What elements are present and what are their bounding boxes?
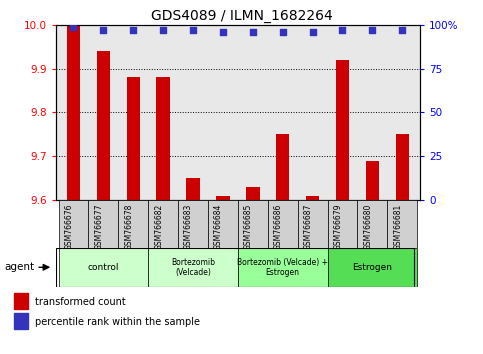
Point xyxy=(129,27,137,33)
Text: percentile rank within the sample: percentile rank within the sample xyxy=(35,317,200,327)
Point xyxy=(398,27,406,33)
Text: GSM766686: GSM766686 xyxy=(274,204,283,250)
Bar xyxy=(127,77,140,200)
Bar xyxy=(118,200,148,248)
Point xyxy=(249,29,256,35)
Text: GSM766676: GSM766676 xyxy=(64,204,73,250)
Text: GSM766677: GSM766677 xyxy=(94,204,103,250)
Point xyxy=(219,29,227,35)
Bar xyxy=(14,293,28,309)
Bar xyxy=(88,200,118,248)
Bar xyxy=(156,77,170,200)
Point xyxy=(369,27,376,33)
Bar xyxy=(14,313,28,329)
Bar xyxy=(148,200,178,248)
Bar xyxy=(276,134,289,200)
Bar xyxy=(58,200,88,248)
Bar xyxy=(298,200,327,248)
Text: Bortezomib (Velcade) +
Estrogen: Bortezomib (Velcade) + Estrogen xyxy=(237,258,328,277)
Text: GSM766682: GSM766682 xyxy=(154,204,163,250)
Bar xyxy=(67,25,80,200)
Point xyxy=(189,27,197,33)
Point xyxy=(99,27,107,33)
Bar xyxy=(208,200,238,248)
Bar xyxy=(238,200,268,248)
Bar xyxy=(327,248,417,287)
Point xyxy=(159,27,167,33)
Point xyxy=(70,24,77,29)
Bar xyxy=(357,200,387,248)
Text: Estrogen: Estrogen xyxy=(353,263,392,272)
Bar xyxy=(268,200,298,248)
Point xyxy=(279,29,286,35)
Bar xyxy=(148,248,238,287)
Text: GSM766680: GSM766680 xyxy=(363,204,372,250)
Bar xyxy=(366,161,379,200)
Bar xyxy=(178,200,208,248)
Bar xyxy=(186,178,200,200)
Text: GSM766678: GSM766678 xyxy=(124,204,133,250)
Bar xyxy=(238,248,327,287)
Text: GSM766685: GSM766685 xyxy=(244,204,253,250)
Bar xyxy=(396,134,409,200)
Point xyxy=(309,29,316,35)
Bar xyxy=(58,248,148,287)
Text: Bortezomib
(Velcade): Bortezomib (Velcade) xyxy=(171,258,215,277)
Point xyxy=(339,27,346,33)
Text: GSM766681: GSM766681 xyxy=(393,204,402,250)
Bar xyxy=(327,200,357,248)
Bar xyxy=(387,200,417,248)
Text: transformed count: transformed count xyxy=(35,297,126,307)
Bar xyxy=(216,196,229,200)
Bar xyxy=(246,187,259,200)
Text: GSM766687: GSM766687 xyxy=(304,204,313,250)
Text: agent: agent xyxy=(5,262,35,272)
Text: GDS4089 / ILMN_1682264: GDS4089 / ILMN_1682264 xyxy=(151,9,332,23)
Text: control: control xyxy=(87,263,119,272)
Text: GSM766683: GSM766683 xyxy=(184,204,193,250)
Bar xyxy=(97,51,110,200)
Bar xyxy=(336,60,349,200)
Text: GSM766684: GSM766684 xyxy=(214,204,223,250)
Text: GSM766679: GSM766679 xyxy=(333,204,342,250)
Bar xyxy=(306,196,319,200)
